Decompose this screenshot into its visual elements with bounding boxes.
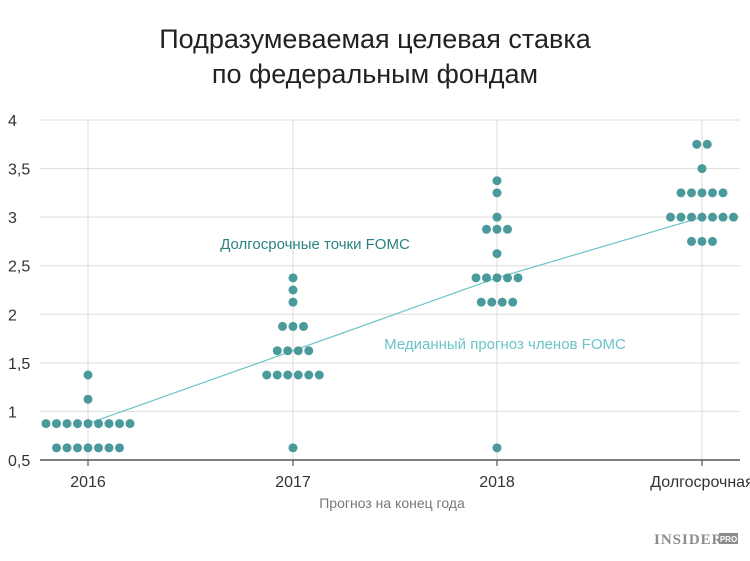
data-point bbox=[666, 212, 675, 222]
x-axis-label: Прогноз на конец года bbox=[319, 495, 465, 511]
watermark-main: INSIDER bbox=[654, 532, 724, 548]
data-point bbox=[293, 370, 303, 380]
data-point bbox=[513, 273, 523, 283]
data-point bbox=[83, 370, 93, 380]
data-point bbox=[293, 346, 303, 356]
annotation-median: Медианный прогноз членов FOMC bbox=[384, 336, 626, 353]
data-point bbox=[471, 273, 481, 283]
data-point bbox=[687, 212, 696, 222]
data-point bbox=[62, 443, 72, 453]
data-point bbox=[115, 443, 124, 453]
data-point bbox=[697, 188, 707, 198]
data-point bbox=[482, 224, 491, 234]
median-line bbox=[87, 216, 703, 425]
data-point bbox=[262, 370, 272, 380]
data-point bbox=[492, 443, 502, 453]
data-point bbox=[729, 212, 738, 222]
data-point bbox=[718, 212, 728, 222]
data-point bbox=[115, 419, 124, 429]
data-point bbox=[503, 224, 512, 234]
y-tick-label: 2,5 bbox=[8, 259, 30, 276]
data-point bbox=[697, 164, 707, 174]
data-point bbox=[125, 419, 135, 429]
data-point bbox=[708, 188, 717, 198]
data-point bbox=[299, 321, 308, 331]
data-point bbox=[676, 188, 686, 198]
data-point bbox=[104, 419, 114, 429]
data-point bbox=[687, 188, 696, 198]
x-tick-label: 2018 bbox=[479, 474, 515, 491]
data-point bbox=[83, 394, 93, 404]
data-point bbox=[94, 443, 103, 453]
data-point bbox=[697, 212, 707, 222]
data-point bbox=[41, 419, 51, 429]
data-point bbox=[288, 273, 298, 283]
vertical-gridlines bbox=[87, 120, 703, 466]
data-point bbox=[288, 285, 298, 295]
data-point bbox=[702, 139, 712, 149]
data-point bbox=[52, 419, 61, 429]
watermark-sub: PRO bbox=[720, 535, 737, 544]
data-point bbox=[497, 297, 507, 307]
data-point bbox=[492, 176, 502, 186]
data-point bbox=[487, 297, 497, 307]
y-axis-tick-labels: 0,5 1 1,5 2 2,5 3 3,5 4 bbox=[8, 113, 30, 470]
x-axis-tick-labels: 2016 2017 2018 Долгосрочная bbox=[70, 474, 750, 491]
y-tick-label: 1,5 bbox=[8, 356, 30, 373]
data-point bbox=[83, 443, 93, 453]
data-point bbox=[492, 273, 502, 283]
data-point bbox=[278, 321, 287, 331]
y-tick-label: 2 bbox=[8, 307, 17, 324]
data-point bbox=[482, 273, 491, 283]
x-tick-label: 2016 bbox=[70, 474, 106, 491]
data-point bbox=[508, 297, 518, 307]
median-series bbox=[87, 216, 703, 425]
data-point bbox=[94, 419, 103, 429]
y-tick-label: 3 bbox=[8, 210, 17, 227]
data-point bbox=[283, 346, 293, 356]
data-point bbox=[492, 188, 502, 198]
data-point bbox=[52, 443, 61, 453]
data-point bbox=[692, 139, 702, 149]
data-point bbox=[304, 370, 314, 380]
data-point bbox=[83, 419, 93, 429]
data-point bbox=[708, 212, 717, 222]
data-point bbox=[272, 346, 282, 356]
data-point bbox=[288, 321, 298, 331]
data-point bbox=[676, 212, 686, 222]
data-point bbox=[73, 443, 82, 453]
data-point bbox=[304, 346, 314, 356]
data-point bbox=[492, 249, 502, 259]
y-tick-label: 4 bbox=[8, 113, 17, 130]
data-point bbox=[288, 443, 298, 453]
data-point bbox=[283, 370, 293, 380]
data-point bbox=[697, 236, 707, 246]
watermark-badge bbox=[719, 533, 738, 544]
dot-plot-series bbox=[41, 139, 738, 453]
data-point bbox=[708, 236, 717, 246]
data-point bbox=[476, 297, 486, 307]
y-tick-label: 0,5 bbox=[8, 453, 30, 470]
horizontal-gridlines bbox=[40, 119, 740, 461]
x-tick-label: 2017 bbox=[275, 474, 311, 491]
chart-title-line-1: Подразумеваемая целевая ставка bbox=[159, 24, 591, 54]
data-point bbox=[718, 188, 728, 198]
watermark-logo: INSIDER PRO bbox=[654, 532, 738, 548]
y-tick-label: 1 bbox=[8, 404, 17, 421]
data-point bbox=[104, 443, 114, 453]
annotation-dots: Долгосрочные точки FOMC bbox=[220, 236, 410, 253]
data-point bbox=[687, 236, 696, 246]
chart-title-line-2: по федеральным фондам bbox=[212, 59, 538, 89]
data-point bbox=[314, 370, 324, 380]
data-point bbox=[62, 419, 72, 429]
y-tick-label: 3,5 bbox=[8, 162, 30, 179]
data-point bbox=[272, 370, 282, 380]
x-tick-label: Долгосрочная bbox=[650, 474, 750, 491]
data-point bbox=[503, 273, 512, 283]
data-point bbox=[492, 212, 502, 222]
data-point bbox=[288, 297, 298, 307]
data-point bbox=[492, 224, 502, 234]
data-point bbox=[73, 419, 82, 429]
